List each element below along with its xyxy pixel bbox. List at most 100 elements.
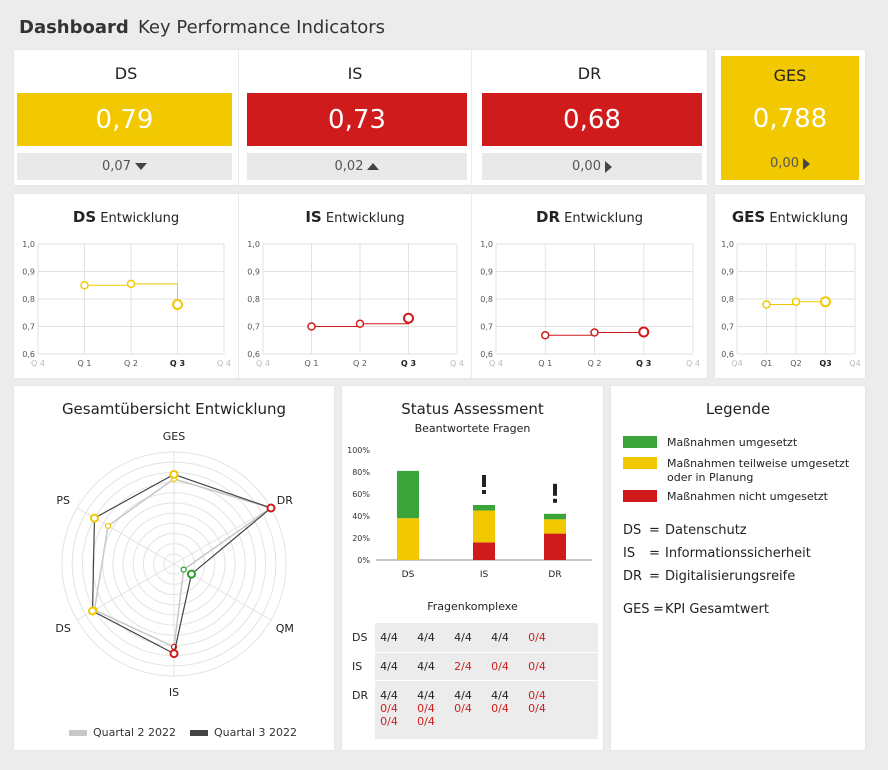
row-label: IS: [352, 660, 363, 673]
kpi-delta-value: 0,00: [572, 159, 601, 174]
fragen-cell: 4/4: [380, 689, 398, 702]
kpi-delta-value: 0,02: [334, 159, 364, 174]
legend-label: Maßnahmen nicht umgesetzt: [667, 490, 828, 503]
data-point[interactable]: [791, 297, 801, 306]
radar-spoke: [173, 507, 272, 565]
fragen-grid: DS 4/4 4/4 4/4 4/4 0/4 IS 4/4 4/4 2/4 0/4 0/4 DR 4/4 4…: [352, 623, 598, 739]
x-tick-label: Q 4: [217, 359, 231, 368]
fragen-cell: 0/4: [528, 689, 546, 702]
radar-point[interactable]: [88, 606, 98, 616]
x-tick-label: DR: [548, 570, 561, 580]
abbr-row: IS = Informationssicherheit: [623, 546, 811, 561]
data-point[interactable]: [541, 331, 550, 340]
bar-segment[interactable]: [473, 510, 495, 543]
fragen-title: Fragenkomplexe: [427, 600, 518, 613]
data-point[interactable]: [638, 326, 650, 338]
divider: [471, 50, 472, 185]
data-point[interactable]: [590, 328, 599, 337]
x-tick-label: Q 1: [78, 359, 92, 368]
radar-point[interactable]: [186, 569, 196, 579]
row-divider: [375, 680, 598, 681]
kpi-ds[interactable]: DS 0,79 0,07: [14, 50, 238, 185]
arrow-up-icon: [367, 163, 380, 170]
fragen-cell: 0/4: [491, 660, 509, 673]
kpi-delta: 0,07: [17, 153, 232, 180]
x-tick-label: Q 1: [305, 359, 319, 368]
x-tick-label: Q 4: [686, 359, 700, 368]
data-point[interactable]: [355, 319, 365, 328]
radar-series: [91, 473, 273, 655]
radar-point[interactable]: [89, 513, 99, 523]
legend-item: Quartal 3 2022: [190, 726, 297, 739]
warning-icon: [482, 475, 486, 487]
kpi-ges[interactable]: GES 0,788 0,00: [721, 56, 859, 180]
bar-segment[interactable]: [544, 519, 566, 534]
data-point[interactable]: [820, 296, 831, 308]
y-tick-label: 0,7: [22, 323, 35, 332]
legend-swatch: [190, 729, 208, 736]
x-tick-label: Q 4: [256, 359, 270, 368]
legend-item: Maßnahmen umgesetzt: [623, 436, 797, 449]
bar-segment[interactable]: [473, 542, 495, 560]
fragen-cell: 4/4: [454, 689, 472, 702]
y-tick-label: 0,9: [721, 268, 734, 277]
radar-point[interactable]: [104, 522, 112, 530]
bar-segment[interactable]: [544, 513, 566, 520]
kpi-label: DR: [577, 64, 602, 83]
x-tick-label: Q 4: [31, 359, 45, 368]
status-title: Status Assessment: [401, 400, 544, 418]
kpi-delta-value: 0,07: [102, 159, 131, 174]
data-point[interactable]: [403, 312, 414, 324]
data-point[interactable]: [762, 300, 771, 309]
y-tick-label: 0,9: [22, 268, 35, 277]
x-tick-label: IS: [480, 570, 489, 580]
bar-segment[interactable]: [397, 518, 419, 560]
y-tick-label: 20%: [352, 534, 370, 543]
legend-item: Quartal 2 2022: [69, 726, 176, 739]
kpi-dr[interactable]: DR 0,68 0,00: [472, 50, 707, 185]
radar-point[interactable]: [169, 649, 179, 659]
data-point[interactable]: [172, 299, 183, 310]
radar-point[interactable]: [169, 469, 179, 479]
arrow-right-icon: [604, 160, 612, 173]
y-tick-label: 0,8: [721, 295, 734, 304]
bar-segment[interactable]: [397, 470, 419, 519]
kpi-is[interactable]: IS 0,73 0,02: [239, 50, 471, 185]
x-tick-label: Q 4: [489, 359, 503, 368]
fragen-cell: 4/4: [380, 631, 398, 644]
data-point[interactable]: [80, 281, 89, 290]
y-tick-label: 0,9: [247, 268, 260, 277]
kpi-value: 0,68: [482, 93, 702, 146]
y-tick-label: 40%: [352, 512, 370, 521]
x-tick-label: Q 2: [353, 359, 367, 368]
y-tick-label: 0%: [357, 556, 370, 565]
data-point[interactable]: [307, 322, 316, 331]
fragen-cell: 4/4: [417, 631, 435, 644]
bar-segment[interactable]: [473, 505, 495, 511]
radar-axis-label: DS: [55, 622, 70, 635]
legend-label: Maßnahmen teilweise umgesetzt oder in Pl…: [667, 457, 850, 484]
radar-chart: GES DR QM IS DS PS: [55, 430, 294, 699]
y-tick-label: 1,0: [22, 240, 35, 249]
divider: [238, 194, 239, 378]
radar-point[interactable]: [180, 566, 187, 573]
chart-title: DR Entwicklung: [536, 208, 643, 226]
y-tick-label: 60%: [352, 490, 370, 499]
radar-axis-label: GES: [163, 430, 185, 443]
legend-label: Maßnahmen umgesetzt: [667, 436, 798, 449]
legend-item: Maßnahmen nicht umgesetzt: [623, 490, 828, 503]
bar-segment[interactable]: [544, 533, 566, 560]
data-point[interactable]: [126, 279, 136, 289]
y-tick-label: 0,6: [22, 350, 35, 359]
x-tick-label: Q4: [731, 359, 742, 368]
y-tick-label: 0,7: [480, 323, 493, 332]
row-label: DR: [352, 689, 369, 702]
y-tick-label: 1,0: [247, 240, 260, 249]
x-tick-label: Q4: [849, 359, 860, 368]
y-tick-label: 0,6: [247, 350, 260, 359]
radar-point[interactable]: [266, 503, 276, 513]
